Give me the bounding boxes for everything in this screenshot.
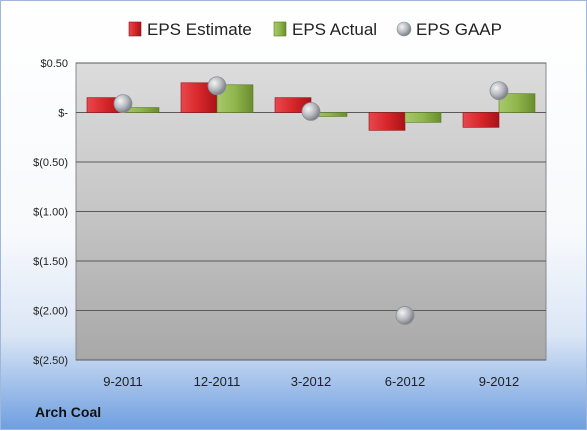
x-tick-label: 12-2011 <box>194 374 241 389</box>
y-tick-label: $(1.00) <box>33 207 68 219</box>
y-tick-label: $- <box>58 108 68 120</box>
bars <box>86 82 536 131</box>
legend-swatch-estimate <box>128 21 142 37</box>
eps-gaap-point <box>301 102 321 121</box>
x-tick-label: 3-2012 <box>291 374 331 389</box>
legend-marker-gaap <box>396 21 412 37</box>
eps-gaap-point <box>395 306 415 325</box>
eps-actual-bar <box>498 93 536 113</box>
legend-label: EPS GAAP <box>416 20 502 39</box>
gaap-points <box>113 76 509 325</box>
eps-gaap-point <box>207 76 227 96</box>
eps-estimate-bar <box>462 112 500 128</box>
legend: EPS Estimate EPS Actual EPS GAAP <box>128 20 502 39</box>
y-tick-label: $(0.50) <box>33 157 68 169</box>
y-tick-label: $(2.00) <box>33 306 68 318</box>
x-tick-label: 6-2012 <box>385 374 425 389</box>
eps-actual-bar <box>404 112 442 123</box>
legend-label: EPS Actual <box>292 20 377 39</box>
company-name: Arch Coal <box>35 404 101 420</box>
eps-gaap-point <box>489 81 509 101</box>
x-tick-label: 9-2012 <box>479 374 519 389</box>
eps-gaap-point <box>113 94 133 113</box>
legend-label: EPS Estimate <box>147 20 252 39</box>
y-axis-ticks: $0.50 $- $(0.50) $(1.00) $(1.50) $(2.00) $(2.5… <box>33 58 68 367</box>
legend-swatch-actual <box>273 21 287 37</box>
y-tick-label: $0.50 <box>40 58 68 70</box>
x-axis-ticks: 9-2011 12-2011 3-2012 6-2012 9-2012 <box>103 374 519 389</box>
y-tick-label: $(1.50) <box>33 256 68 268</box>
x-tick-label: 9-2011 <box>103 374 143 389</box>
y-tick-label: $(2.50) <box>33 355 68 367</box>
eps-estimate-bar <box>368 112 406 131</box>
